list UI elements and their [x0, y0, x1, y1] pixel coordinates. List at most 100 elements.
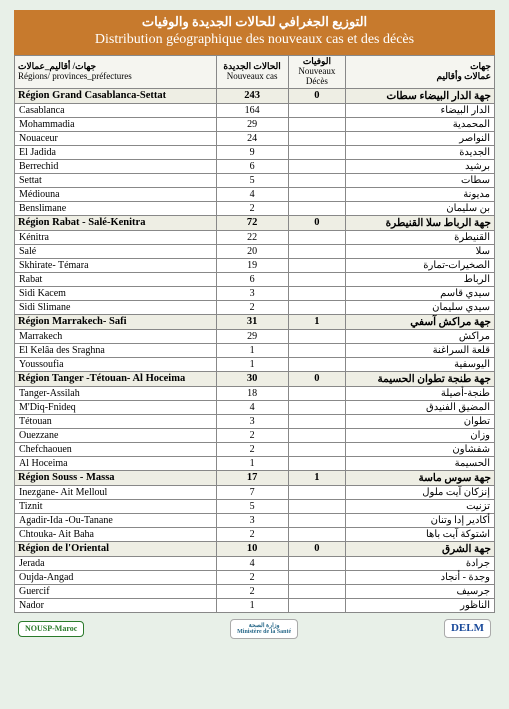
province-fr: El Kelâa des Sraghna [15, 343, 217, 357]
table-row: El Jadida9الجديدة [15, 145, 495, 159]
table-row: Sidi Kacem3سيدي قاسم [15, 286, 495, 300]
table-row: Youssoufia1اليوسفية [15, 357, 495, 371]
region-name-fr: Région Souss - Massa [15, 470, 217, 485]
province-cases: 2 [216, 442, 288, 456]
province-deaths [288, 499, 346, 513]
province-fr: Youssoufia [15, 357, 217, 371]
province-cases: 2 [216, 527, 288, 541]
province-fr: Guercif [15, 584, 217, 598]
region-name-ar: جهة سوس ماسة [346, 470, 495, 485]
province-fr: Tiznit [15, 499, 217, 513]
province-ar: الناظور [346, 598, 495, 612]
region-cases: 243 [216, 88, 288, 103]
province-cases: 2 [216, 584, 288, 598]
region-name-fr: Région Marrakech- Safi [15, 314, 217, 329]
region-name-fr: Région Grand Casablanca-Settat [15, 88, 217, 103]
footer: NOUSP-Maroc وزارة الصحةMinistère de la S… [14, 613, 495, 639]
province-deaths [288, 187, 346, 201]
table-row: Ouezzane2وزان [15, 428, 495, 442]
province-deaths [288, 201, 346, 215]
province-cases: 29 [216, 329, 288, 343]
province-cases: 5 [216, 173, 288, 187]
region-deaths: 1 [288, 470, 346, 485]
table-body: Région Grand Casablanca-Settat2430جهة ال… [15, 88, 495, 612]
province-deaths [288, 286, 346, 300]
province-cases: 24 [216, 131, 288, 145]
province-cases: 4 [216, 400, 288, 414]
province-deaths [288, 400, 346, 414]
table-row: Nador1الناظور [15, 598, 495, 612]
header-deaths: الوفيات Nouveaux Décès [288, 56, 346, 89]
province-deaths [288, 103, 346, 117]
logo-delm: DELM [444, 619, 491, 638]
table-row: Settat5سطات [15, 173, 495, 187]
province-cases: 6 [216, 272, 288, 286]
province-deaths [288, 258, 346, 272]
region-cases: 10 [216, 541, 288, 556]
table-row: Tanger-Assilah18طنجة-أصيلة [15, 386, 495, 400]
region-row: Région Grand Casablanca-Settat2430جهة ال… [15, 88, 495, 103]
province-fr: Médiouna [15, 187, 217, 201]
region-name-ar: جهة طنجة تطوان الحسيمة [346, 371, 495, 386]
province-ar: وزان [346, 428, 495, 442]
province-fr: Sidi Kacem [15, 286, 217, 300]
province-ar: وجدة - أنجاد [346, 570, 495, 584]
province-deaths [288, 442, 346, 456]
province-ar: تزنيت [346, 499, 495, 513]
province-ar: الجديدة [346, 145, 495, 159]
title-french: Distribution géographique des nouveaux c… [18, 31, 491, 49]
table-row: Benslimane2بن سليمان [15, 201, 495, 215]
province-fr: Sidi Slimane [15, 300, 217, 314]
province-cases: 22 [216, 230, 288, 244]
province-ar: سلا [346, 244, 495, 258]
province-fr: Inezgane- Ait Melloul [15, 485, 217, 499]
province-cases: 7 [216, 485, 288, 499]
province-deaths [288, 527, 346, 541]
province-ar: قلعة السراغنة [346, 343, 495, 357]
table-row: Agadir-Ida -Ou-Tanane3أكادير إدا وتنان [15, 513, 495, 527]
province-cases: 1 [216, 456, 288, 470]
province-deaths [288, 173, 346, 187]
province-ar: الدار البيضاء [346, 103, 495, 117]
province-ar: سيدي قاسم [346, 286, 495, 300]
province-deaths [288, 131, 346, 145]
region-cases: 31 [216, 314, 288, 329]
table-row: Oujda-Angad2وجدة - أنجاد [15, 570, 495, 584]
province-cases: 2 [216, 300, 288, 314]
province-cases: 29 [216, 117, 288, 131]
province-fr: Rabat [15, 272, 217, 286]
province-deaths [288, 598, 346, 612]
province-deaths [288, 386, 346, 400]
table-row: Al Hoceima1الحسيمة [15, 456, 495, 470]
region-deaths: 0 [288, 88, 346, 103]
province-deaths [288, 556, 346, 570]
province-ar: الرباط [346, 272, 495, 286]
province-deaths [288, 343, 346, 357]
province-fr: Tanger-Assilah [15, 386, 217, 400]
province-fr: Berrechid [15, 159, 217, 173]
table-row: Kénitra22القنيطرة [15, 230, 495, 244]
province-ar: جرسيف [346, 584, 495, 598]
province-fr: Casablanca [15, 103, 217, 117]
province-fr: M'Diq-Fnideq [15, 400, 217, 414]
province-deaths [288, 244, 346, 258]
province-fr: Chefchaouen [15, 442, 217, 456]
province-deaths [288, 584, 346, 598]
province-fr: Al Hoceima [15, 456, 217, 470]
province-ar: مراكش [346, 329, 495, 343]
province-deaths [288, 230, 346, 244]
table-row: Chefchaouen2شفشاون [15, 442, 495, 456]
title-arabic: التوزيع الجغرافي للحالات الجديدة والوفيا… [18, 14, 491, 31]
province-fr: Nador [15, 598, 217, 612]
province-ar: اليوسفية [346, 357, 495, 371]
province-ar: المضيق الفنيدق [346, 400, 495, 414]
province-fr: Agadir-Ida -Ou-Tanane [15, 513, 217, 527]
header-regions-fr: جهات/ أقاليم_عمالات Régions/ provinces_p… [15, 56, 217, 89]
province-ar: النواصر [346, 131, 495, 145]
province-fr: Salé [15, 244, 217, 258]
province-cases: 1 [216, 343, 288, 357]
region-row: Région Rabat - Salé-Kenitra720جهة الرباط… [15, 215, 495, 230]
title-bar: التوزيع الجغرافي للحالات الجديدة والوفيا… [14, 10, 495, 55]
region-name-fr: Région Tanger -Tétouan- Al Hoceima [15, 371, 217, 386]
table-row: Médiouna4مديونة [15, 187, 495, 201]
